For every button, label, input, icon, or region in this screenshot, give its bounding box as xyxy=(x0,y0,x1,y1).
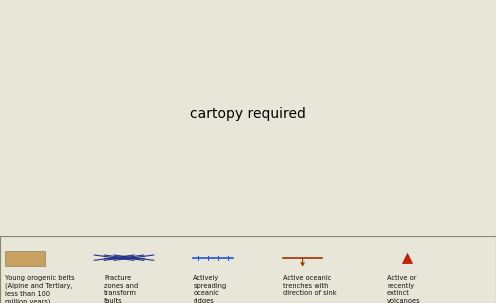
FancyBboxPatch shape xyxy=(5,251,45,266)
Text: Young orogenic belts
(Alpine and Tertiary,
less than 100
million years): Young orogenic belts (Alpine and Tertiar… xyxy=(5,275,74,303)
Text: Actively
spreading
oceanic
ridges: Actively spreading oceanic ridges xyxy=(193,275,227,303)
Text: Active oceanic
trenches with
direction of sink: Active oceanic trenches with direction o… xyxy=(283,275,336,296)
Text: cartopy required: cartopy required xyxy=(190,107,306,121)
Text: Fracture
zones and
transform
faults: Fracture zones and transform faults xyxy=(104,275,138,303)
Text: Active or
recently
extinct
volcanoes: Active or recently extinct volcanoes xyxy=(387,275,421,303)
